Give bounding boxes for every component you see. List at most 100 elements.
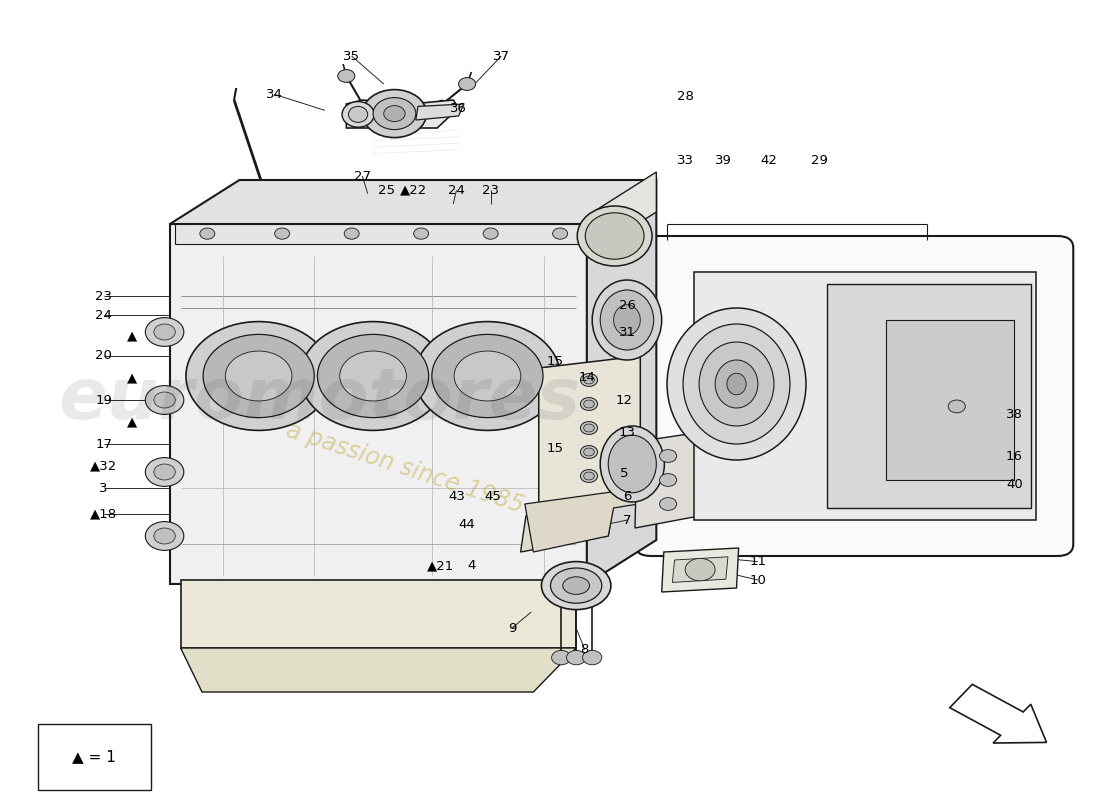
Circle shape: [145, 386, 184, 414]
Circle shape: [566, 650, 586, 665]
Polygon shape: [827, 284, 1031, 508]
Circle shape: [660, 450, 676, 462]
Circle shape: [584, 376, 594, 384]
Circle shape: [483, 228, 498, 239]
Circle shape: [154, 528, 175, 544]
Text: 19: 19: [96, 394, 112, 406]
Ellipse shape: [601, 426, 664, 502]
Circle shape: [186, 322, 331, 430]
Text: 3: 3: [99, 482, 108, 494]
Text: 11: 11: [749, 555, 767, 568]
Circle shape: [415, 322, 560, 430]
FancyBboxPatch shape: [635, 236, 1074, 556]
Text: 16: 16: [1006, 450, 1023, 462]
Circle shape: [340, 351, 406, 401]
Circle shape: [581, 470, 597, 482]
Circle shape: [584, 448, 594, 456]
Text: ▲22: ▲22: [400, 184, 427, 197]
Text: 36: 36: [450, 102, 468, 114]
Ellipse shape: [715, 360, 758, 408]
Circle shape: [583, 650, 602, 665]
Text: 27: 27: [354, 170, 371, 182]
Text: 42: 42: [760, 154, 777, 166]
Ellipse shape: [585, 213, 645, 259]
Ellipse shape: [541, 562, 611, 610]
Text: ▲: ▲: [128, 330, 138, 342]
Text: 37: 37: [493, 50, 509, 62]
Text: 25: 25: [378, 184, 395, 197]
Text: 15: 15: [547, 355, 563, 368]
Ellipse shape: [700, 342, 774, 426]
Text: 44: 44: [459, 518, 475, 530]
Polygon shape: [635, 432, 702, 528]
Polygon shape: [587, 172, 657, 256]
Circle shape: [552, 228, 568, 239]
Text: 9: 9: [508, 622, 516, 634]
Text: 12: 12: [616, 394, 632, 406]
Text: 4: 4: [468, 559, 475, 572]
Circle shape: [584, 400, 594, 408]
Text: ▲21: ▲21: [427, 559, 454, 572]
Text: ▲ = 1: ▲ = 1: [73, 750, 116, 764]
Text: 35: 35: [343, 50, 360, 62]
Polygon shape: [539, 356, 640, 508]
Text: 39: 39: [715, 154, 733, 166]
Text: euromotores: euromotores: [58, 366, 581, 434]
Polygon shape: [169, 180, 657, 224]
Text: 13: 13: [619, 426, 636, 438]
Ellipse shape: [578, 206, 652, 266]
Text: 45: 45: [484, 490, 502, 502]
Circle shape: [145, 458, 184, 486]
Circle shape: [581, 398, 597, 410]
Text: 26: 26: [619, 299, 636, 312]
Polygon shape: [175, 224, 582, 244]
Circle shape: [948, 400, 966, 413]
Ellipse shape: [550, 568, 602, 603]
Ellipse shape: [667, 308, 806, 460]
Text: 38: 38: [1006, 408, 1023, 421]
FancyBboxPatch shape: [39, 724, 151, 790]
Text: 23: 23: [95, 290, 112, 302]
Circle shape: [154, 392, 175, 408]
Text: 5: 5: [620, 467, 628, 480]
Ellipse shape: [563, 577, 590, 594]
Text: 20: 20: [96, 350, 112, 362]
Polygon shape: [887, 320, 1014, 480]
Circle shape: [154, 464, 175, 480]
Text: ▲18: ▲18: [90, 507, 118, 520]
Circle shape: [204, 334, 315, 418]
Text: 31: 31: [619, 326, 636, 338]
Text: 34: 34: [266, 88, 283, 101]
Circle shape: [454, 351, 520, 401]
Text: 24: 24: [448, 184, 465, 197]
Text: 8: 8: [581, 643, 589, 656]
Circle shape: [584, 472, 594, 480]
Ellipse shape: [349, 106, 367, 122]
Polygon shape: [180, 648, 576, 692]
Text: 43: 43: [448, 490, 465, 502]
Circle shape: [338, 70, 355, 82]
Circle shape: [432, 334, 543, 418]
Circle shape: [581, 422, 597, 434]
Text: 33: 33: [676, 154, 694, 166]
Ellipse shape: [342, 102, 374, 127]
Text: ▲: ▲: [128, 371, 138, 384]
Circle shape: [318, 334, 429, 418]
Ellipse shape: [614, 305, 640, 335]
Ellipse shape: [683, 324, 790, 444]
Circle shape: [226, 351, 292, 401]
Polygon shape: [694, 272, 1036, 520]
Polygon shape: [416, 104, 464, 120]
Ellipse shape: [592, 280, 662, 360]
Circle shape: [373, 98, 416, 130]
Text: 23: 23: [482, 184, 499, 197]
Text: 28: 28: [676, 90, 694, 102]
Polygon shape: [520, 504, 614, 552]
Circle shape: [145, 318, 184, 346]
Polygon shape: [180, 580, 576, 648]
Text: 10: 10: [749, 574, 767, 586]
Circle shape: [362, 90, 427, 138]
Circle shape: [414, 228, 429, 239]
Ellipse shape: [608, 435, 657, 493]
Text: 7: 7: [624, 514, 631, 526]
